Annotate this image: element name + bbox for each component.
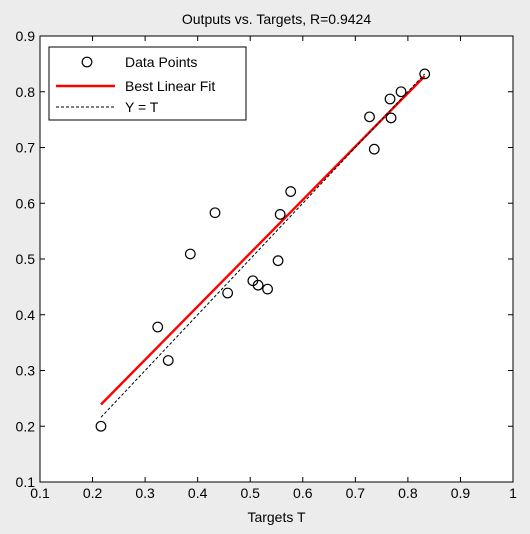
data-point [272,255,284,267]
y-tick-label: 0.2 [16,418,36,434]
x-axis-label: Targets T [247,509,306,525]
x-tick-label: 1 [509,485,517,501]
x-tick-label: 0.2 [83,485,103,501]
legend-label-best-linear-fit: Best Linear Fit [125,78,215,94]
data-point [419,68,431,80]
data-point [384,93,396,105]
data-point [274,208,286,220]
data-point [95,420,107,432]
legend: Data Points Best Linear Fit Y = T [48,46,247,121]
x-tick-label: 0.5 [240,485,260,501]
data-point [162,355,174,366]
x-tick-label: 0.9 [451,485,471,501]
fit-lines [100,73,426,418]
data-point [252,279,264,291]
data-point [364,111,375,123]
y-tick-label: 0.9 [16,28,36,44]
legend-marker-data-points [81,56,93,68]
axes: 0.1 0.2 0.3 0.4 0.5 0.6 0.7 0.8 0.9 1 0.1 0.2 0.3 0.4… [16,28,518,501]
legend-label-data-points: Data Points [125,54,197,70]
y-tick-label: 0.7 [16,140,36,156]
x-tick-label: 0.4 [188,485,208,501]
data-point [222,287,234,299]
data-point [395,86,407,98]
x-tick-label: 0.8 [398,485,418,501]
best-linear-fit-line [100,75,426,406]
x-tick-label: 0.7 [346,485,366,501]
data-point [285,186,297,197]
data-point [152,321,164,333]
data-point [368,143,380,155]
x-tick-label: 0.1 [30,485,50,501]
data-points [95,68,431,432]
legend-label-y-equals-t: Y = T [125,99,159,115]
y-tick-label: 0.8 [16,84,36,100]
x-tick-label: 0.6 [293,485,313,501]
y-tick-label: 0.5 [16,251,36,267]
data-point [209,207,221,219]
legend-box [48,46,247,121]
chart-title: Outputs vs. Targets, R=0.9424 [182,11,371,27]
data-point [262,283,273,295]
y-tick-label: 0.1 [16,474,36,490]
y-tick-label: 0.3 [16,363,36,379]
y-equals-t-line [100,73,426,418]
y-tick-label: 0.4 [16,307,36,323]
data-point [184,248,196,260]
x-tick-label: 0.3 [135,485,155,501]
data-point [385,112,397,124]
y-tick-label: 0.6 [16,195,36,211]
